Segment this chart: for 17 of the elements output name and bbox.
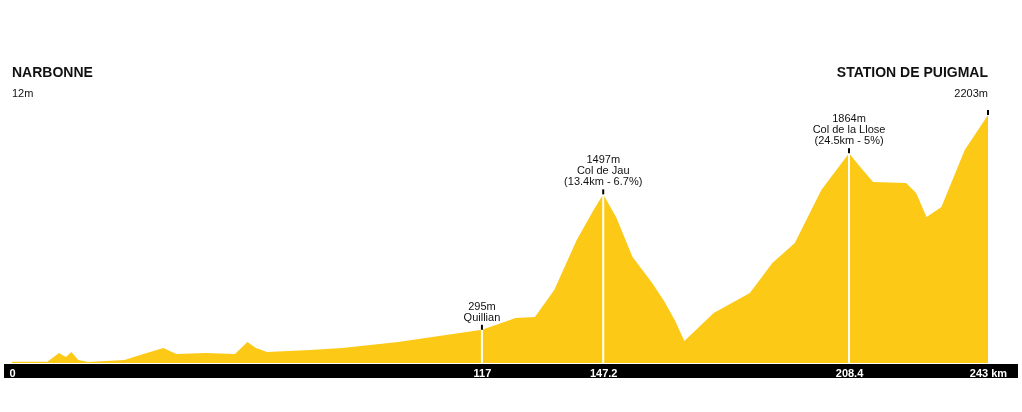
annotation: 2203m [954, 87, 988, 99]
x-tick-label: 243 km [969, 366, 1008, 379]
x-tick-label: 208.4 [835, 366, 865, 379]
annotation: 1864m [832, 112, 866, 125]
annotation: 1497m [586, 153, 621, 166]
annotation: Quillian [463, 310, 501, 323]
x-tick-label: 0 [9, 366, 16, 379]
annotation: Col de la Llose [812, 123, 886, 136]
x-tick-label: 117 [473, 366, 492, 379]
annotation: (13.4km - 6.7%) [564, 175, 643, 188]
annotation: 295m [468, 299, 496, 312]
x-tick-label: 147.2 [589, 366, 618, 379]
text: NARBONNE [12, 64, 93, 80]
annotation: (24.5km - 5%) [814, 134, 884, 147]
annotation: STATION DE PUIGMAL [836, 64, 989, 80]
text: 12m [12, 87, 34, 99]
annotation: Col de Jau [576, 164, 630, 177]
